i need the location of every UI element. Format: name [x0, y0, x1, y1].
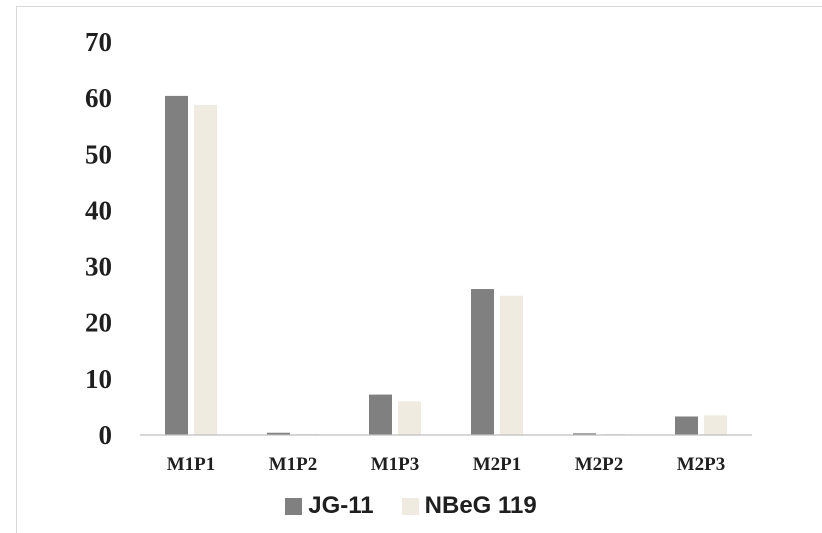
x-tick-label: M2P1 [473, 454, 522, 475]
bar-m2p3-series-1 [704, 415, 727, 435]
legend-item-jg11: JG-11 [285, 492, 374, 520]
legend-item-nbeg119: NBeG 119 [401, 492, 537, 520]
y-tick-label: 40 [85, 195, 112, 225]
legend-label-nbeg119: NBeG 119 [424, 492, 537, 519]
y-tick-label: 30 [85, 252, 112, 282]
x-tick-label: M2P2 [575, 454, 624, 475]
x-tick-label: M2P3 [677, 454, 726, 475]
x-tick-label: M1P2 [269, 454, 318, 475]
y-tick-label: 20 [85, 308, 112, 338]
bar-m1p1-series-0 [165, 95, 188, 435]
bar-m1p2-series-0 [267, 432, 290, 435]
x-axis-ticks: M1P1 M1P2 M1P3 M2P1 M2P2 M2P3 [167, 454, 726, 475]
y-tick-label: 10 [85, 364, 112, 394]
chart-frame [16, 6, 822, 533]
bar-m1p3-series-1 [398, 401, 421, 435]
legend-swatch-nbeg119 [401, 497, 419, 515]
y-tick-label: 0 [99, 420, 113, 450]
x-tick-label: M1P3 [371, 454, 420, 475]
bar-m1p1-series-1 [194, 104, 217, 435]
y-tick-label: 60 [85, 83, 112, 113]
legend: JG-11 NBeG 119 [0, 492, 822, 520]
x-tick-label: M1P1 [167, 454, 216, 475]
y-tick-label: 70 [85, 27, 112, 57]
bar-m2p3-series-0 [675, 416, 698, 435]
bars [165, 95, 727, 435]
bar-m1p3-series-0 [369, 394, 392, 435]
y-axis-ticks: 0 10 20 30 40 50 60 70 [85, 27, 112, 450]
y-tick-label: 50 [85, 139, 112, 169]
bar-m2p1-series-1 [500, 295, 523, 435]
legend-swatch-jg11 [285, 497, 303, 515]
bar-m2p1-series-0 [471, 289, 494, 435]
legend-label-jg11: JG-11 [308, 492, 374, 519]
bar-m2p2-series-0 [573, 433, 596, 435]
